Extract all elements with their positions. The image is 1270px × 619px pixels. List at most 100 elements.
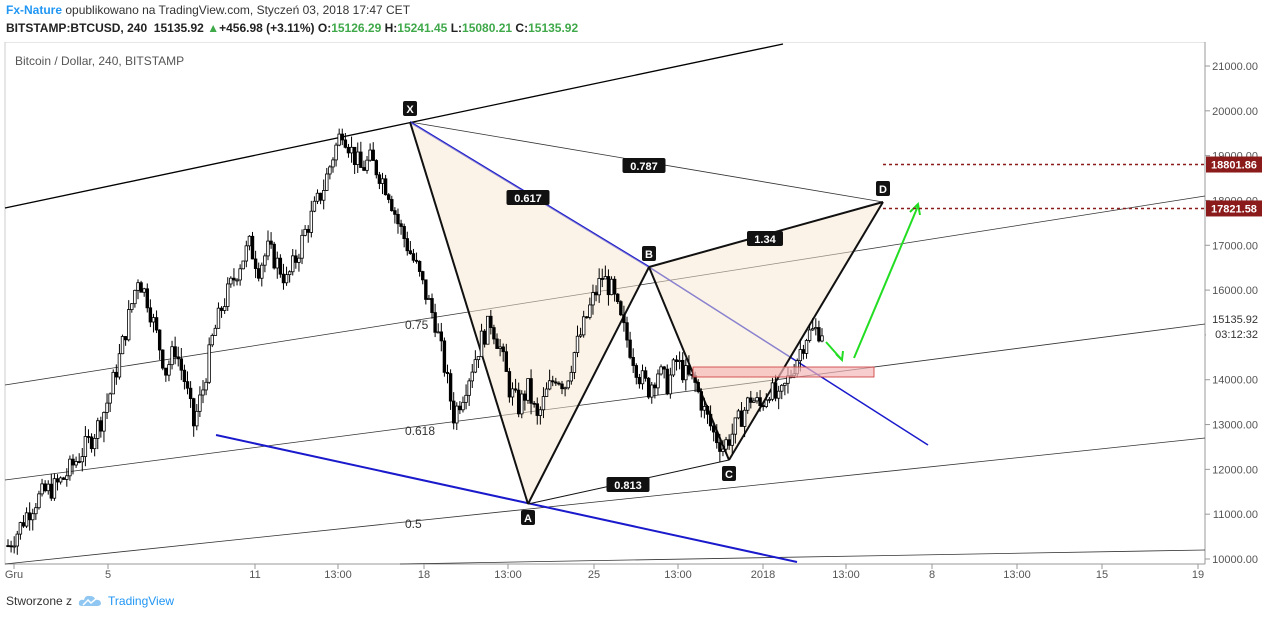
candle-body (380, 178, 385, 184)
y-tick-label: 20000.00 (1212, 106, 1258, 118)
current-price-bg (1206, 308, 1262, 341)
candle-body (742, 409, 747, 427)
candle-body (458, 405, 462, 411)
candle-body (541, 396, 546, 411)
candle-body (321, 190, 326, 201)
last-price: 15135.92 (153, 21, 204, 35)
candle-body (473, 359, 478, 373)
candle-body (105, 402, 109, 413)
candle-body (668, 374, 673, 395)
candle-body (15, 533, 19, 547)
candle-body (417, 261, 422, 272)
candle-body (758, 397, 762, 407)
candle-body (495, 338, 499, 349)
candle-body (49, 483, 54, 499)
candle-body (331, 159, 335, 168)
candle-body (507, 371, 512, 398)
ohlc-bar: BITSTAMP:BTCUSD, 240 15135.92 ▲+456.98 (… (6, 21, 578, 35)
candle-body (594, 292, 598, 296)
candle-body (653, 384, 657, 389)
candle-body (727, 439, 731, 446)
candle-body (34, 507, 38, 515)
candle-body (578, 334, 583, 337)
candle-body (368, 149, 372, 161)
point-label-bg (642, 246, 656, 261)
candle-body (399, 223, 403, 227)
author-name[interactable]: Fx-Nature (6, 3, 63, 17)
candle-body (476, 356, 481, 361)
ratio-label: 1.34 (747, 231, 783, 246)
point-label-text: B (645, 249, 653, 261)
candle-body (18, 522, 23, 535)
candle-body (625, 322, 629, 341)
price-labels: 18801.86 17821.58 15135.92 03:12:32 (1206, 156, 1262, 341)
candle-body (12, 545, 16, 548)
candle-body (117, 353, 122, 378)
ratio-label-text: 0.813 (614, 480, 642, 492)
candle-body (643, 370, 648, 379)
candle-body (213, 327, 218, 336)
candle-body (609, 278, 614, 296)
candle-body (309, 210, 314, 233)
candle-body (674, 359, 679, 362)
candle-body (687, 365, 691, 375)
candle-body (210, 335, 214, 346)
y-tick-label: 11000.00 (1213, 509, 1258, 521)
candle-body (662, 366, 666, 370)
fib-label: 0.75 (405, 318, 429, 332)
low-label: L: (450, 21, 463, 35)
candle-body (606, 276, 611, 296)
candle-body (43, 483, 47, 492)
candle-body (696, 382, 700, 393)
price-chart[interactable]: Bitcoin / Dollar, 240, BITSTAMP 10000.00… (0, 42, 1270, 584)
candle-body (575, 335, 580, 354)
current-price-label: 15135.92 (1212, 314, 1258, 326)
candle-body (715, 431, 719, 444)
candle-body (123, 336, 128, 341)
open-value: 15126.29 (331, 21, 382, 35)
candle-body (114, 371, 119, 378)
candle-body (424, 279, 428, 300)
candle-body (513, 388, 518, 391)
candle-body (383, 178, 388, 196)
candle-body (616, 293, 620, 303)
candle-body (173, 346, 177, 358)
candle-body (585, 316, 589, 319)
candle-body (294, 255, 298, 263)
candle-body (204, 381, 208, 391)
candle-body (188, 387, 193, 400)
candle-body (801, 349, 806, 354)
candle-body (133, 289, 137, 305)
candle-body (622, 314, 626, 324)
candle-body (334, 144, 338, 161)
candle-body (256, 268, 261, 279)
candle-body (600, 278, 604, 280)
candle-body (510, 388, 515, 398)
target-price-label: 17821.58 (1211, 203, 1257, 215)
candle-body (111, 371, 115, 395)
candle-body (6, 545, 10, 547)
x-axis: Gru 5 11 13:00 18 13:00 25 13:00 2018 13:00 8 13:00… (5, 564, 1204, 581)
point-label-text: A (524, 513, 532, 525)
candle-body (21, 522, 26, 527)
y-tick-label: 17000.00 (1212, 240, 1258, 252)
annotations: X A B C D 0.617 0.787 1.34 0.813 (403, 101, 1205, 525)
tradingview-link[interactable]: TradingView (108, 594, 175, 608)
candle-body (198, 394, 202, 412)
price-change: +456.98 (+3.11%) (219, 21, 315, 35)
candle-body (343, 139, 348, 148)
candle-body (179, 358, 184, 371)
candle-body (377, 174, 382, 184)
candle-body (659, 366, 663, 375)
candle-body (260, 264, 264, 279)
point-label-bg (403, 101, 417, 116)
candle-body (699, 391, 703, 411)
candle-body (281, 273, 286, 284)
candle-body (671, 359, 676, 376)
candle-body (591, 292, 595, 306)
candle-body (455, 405, 459, 424)
candle-body (24, 512, 29, 527)
x-tick-label: 8 (929, 569, 935, 581)
channel-line (4, 43, 784, 209)
candle-body (721, 448, 725, 452)
